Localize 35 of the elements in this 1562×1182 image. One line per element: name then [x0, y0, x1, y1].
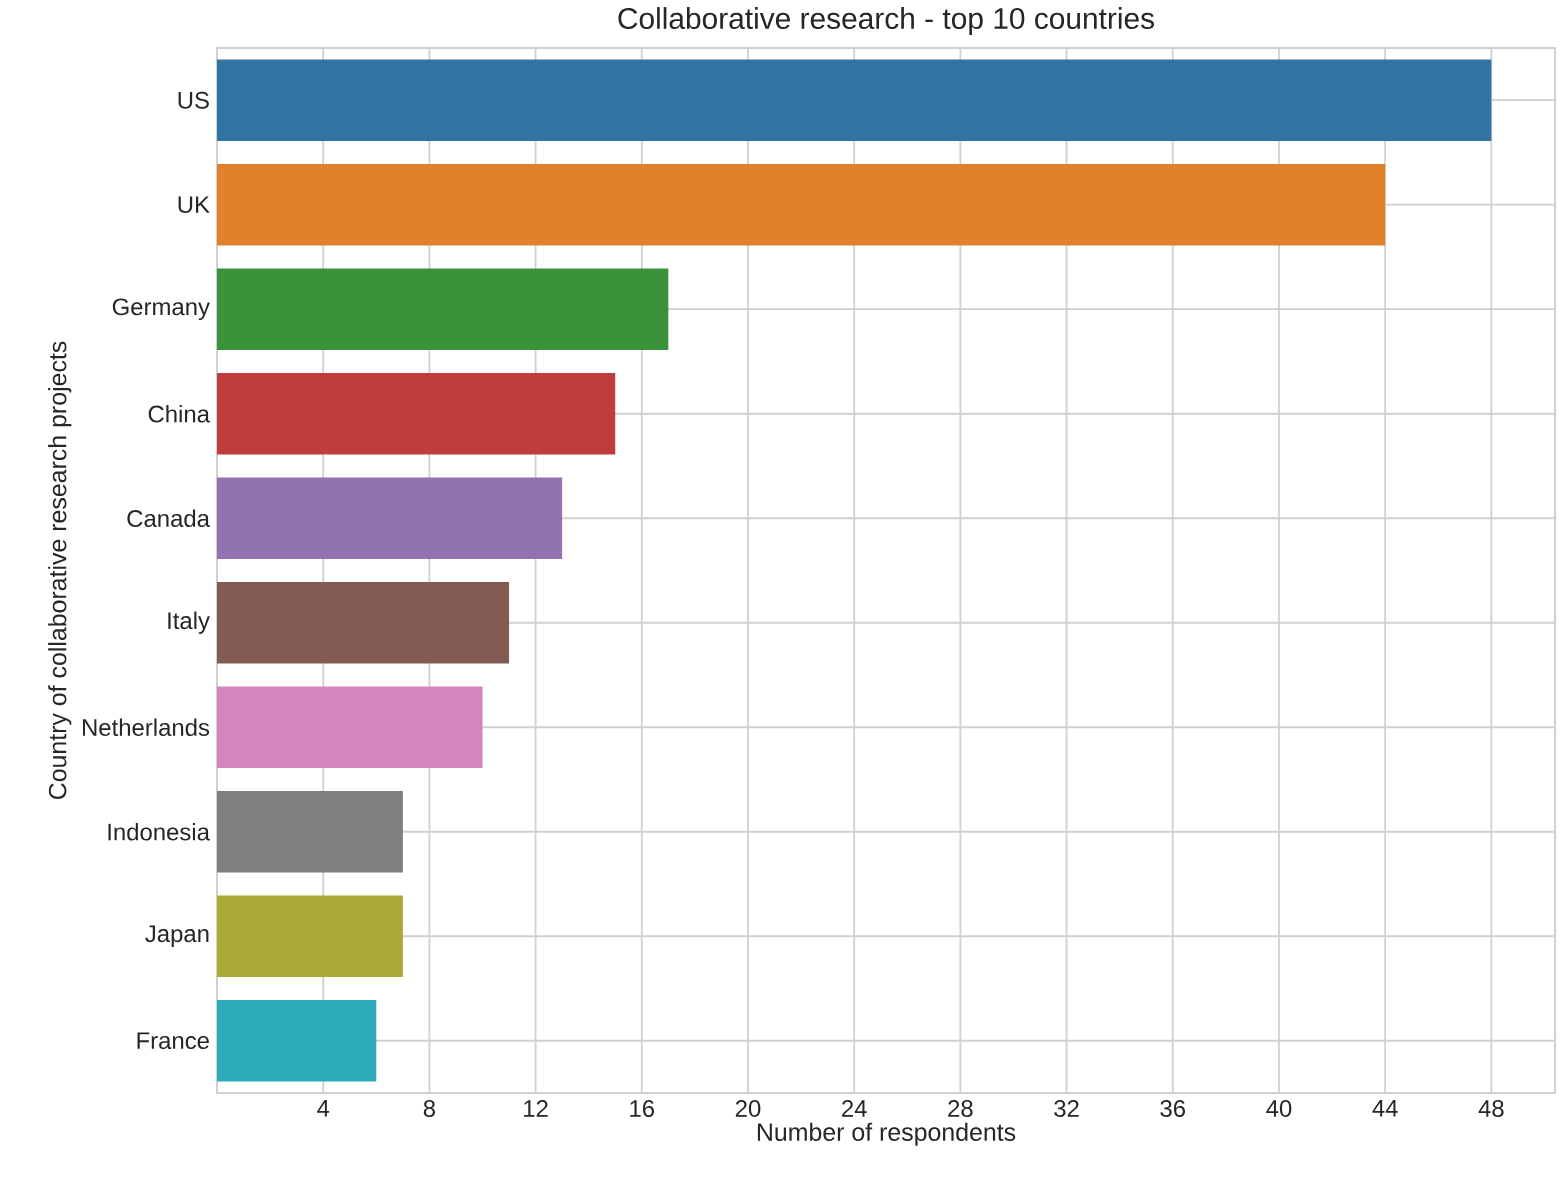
y-tick-label: US	[178, 91, 209, 109]
x-tick-label: 4	[317, 1100, 330, 1117]
y-tick-label: UK	[178, 196, 210, 214]
chart-title: Collaborative research - top 10 countries	[618, 7, 1154, 35]
x-tick-label: 40	[1266, 1100, 1292, 1117]
y-tick-label: Canada	[127, 509, 210, 527]
y-tick-label: France	[137, 1032, 209, 1050]
x-tick-label: 12	[524, 1100, 548, 1117]
x-tick-label: 24	[842, 1100, 867, 1117]
x-tick-label: 48	[1478, 1100, 1504, 1117]
x-tick-label: 16	[630, 1100, 655, 1117]
bar	[217, 790, 403, 873]
y-tick-label: Italy	[168, 611, 210, 634]
x-tick-label: 44	[1372, 1100, 1398, 1117]
x-tick-label: 28	[948, 1100, 973, 1117]
x-tick-label: 36	[1160, 1100, 1186, 1117]
bar	[217, 999, 377, 1082]
y-axis-title: Country of collaborative research projects	[48, 341, 72, 800]
y-tick-label: Indonesia	[108, 822, 210, 841]
bar	[217, 268, 669, 350]
bar	[217, 581, 510, 664]
y-tick-label: China	[148, 404, 210, 423]
bar	[217, 59, 1492, 141]
x-tick-label: 32	[1054, 1100, 1079, 1117]
bar	[217, 477, 563, 559]
x-axis-title: Number of respondents	[757, 1122, 1016, 1146]
x-tick-label: 20	[735, 1100, 761, 1117]
bar	[217, 895, 403, 977]
bar	[217, 372, 616, 455]
bar	[217, 163, 1386, 246]
y-tick-label: Japan	[145, 925, 209, 947]
x-tick-label: 8	[423, 1100, 435, 1117]
y-tick-label: Germany	[112, 298, 210, 321]
bar	[217, 686, 483, 768]
y-tick-label: Netherlands	[83, 718, 210, 736]
